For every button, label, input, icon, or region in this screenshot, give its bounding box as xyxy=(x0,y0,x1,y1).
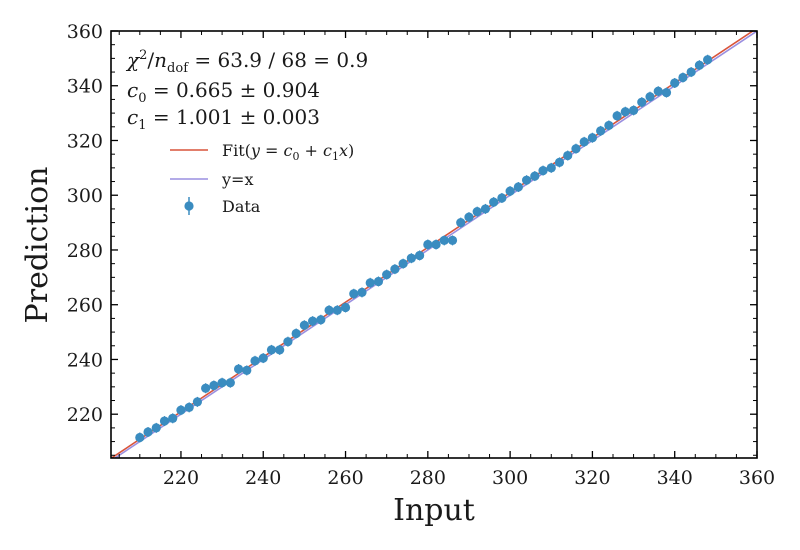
data-point xyxy=(464,212,474,222)
x-tick-label: 280 xyxy=(410,467,446,489)
data-point xyxy=(439,235,449,245)
data-point xyxy=(217,378,227,388)
data-point xyxy=(357,287,367,298)
y-tick-label: 220 xyxy=(67,404,103,426)
data-point xyxy=(390,264,400,274)
data-point xyxy=(373,276,384,287)
y-tick-label: 320 xyxy=(67,130,103,152)
legend-data-marker xyxy=(184,201,194,211)
data-point xyxy=(151,423,161,433)
data-point xyxy=(497,193,507,203)
data-point xyxy=(291,328,301,339)
data-point xyxy=(184,402,194,412)
data-point xyxy=(225,378,235,388)
data-point xyxy=(447,235,458,245)
plot-frame xyxy=(110,30,758,459)
data-point xyxy=(472,207,482,217)
data-point xyxy=(431,239,441,250)
data-point xyxy=(604,120,614,131)
data-point xyxy=(414,250,425,261)
legend-data-label: Data xyxy=(222,197,261,216)
data-point xyxy=(694,60,704,70)
data-point xyxy=(242,365,252,376)
data-point xyxy=(382,270,392,280)
data-point xyxy=(505,186,515,196)
data-point xyxy=(316,315,326,325)
data-point xyxy=(530,171,540,181)
y-tick-label: 240 xyxy=(67,349,103,371)
legend-fit-label: Fit(y = c0 + c1x) xyxy=(222,141,354,163)
x-axis-title: Input xyxy=(393,493,475,528)
data-point xyxy=(678,72,688,83)
data-point xyxy=(645,92,655,102)
data-point xyxy=(299,320,309,330)
data-point xyxy=(670,78,680,88)
data-point xyxy=(620,107,630,117)
data-point xyxy=(201,383,211,393)
data-point xyxy=(628,105,639,115)
data-point xyxy=(406,253,416,263)
data-point xyxy=(250,356,260,366)
data-point xyxy=(596,126,606,136)
data-point xyxy=(324,305,334,315)
stat-c1: c1 = 1.001 ± 0.003 xyxy=(127,105,320,133)
data-point xyxy=(686,67,696,77)
data-point xyxy=(653,86,663,96)
data-point xyxy=(135,432,145,443)
y-tick-label: 340 xyxy=(67,76,103,98)
x-tick-label: 240 xyxy=(245,467,281,489)
data-point xyxy=(275,345,285,355)
data-point xyxy=(332,305,342,315)
data-point xyxy=(579,137,589,147)
x-tick-label: 300 xyxy=(492,467,528,489)
stat-chi2: χ2/ndof = 63.9 / 68 = 0.9 xyxy=(125,48,368,76)
y-tick-label: 260 xyxy=(67,295,103,317)
data-point xyxy=(423,239,433,250)
data-point xyxy=(159,416,170,426)
data-point xyxy=(192,397,203,407)
y-tick-label: 280 xyxy=(67,240,103,262)
data-point xyxy=(521,175,532,185)
data-point xyxy=(563,150,573,161)
data-point xyxy=(266,345,277,355)
data-point xyxy=(480,204,491,214)
data-point xyxy=(233,364,244,374)
data-point xyxy=(637,97,647,107)
legend: Fit(y = c0 + c1x) y=x Data xyxy=(170,141,354,216)
data-point xyxy=(456,218,466,228)
stat-c0: c0 = 0.665 ± 0.904 xyxy=(127,78,320,106)
data-point xyxy=(398,259,408,269)
data-point xyxy=(209,380,219,391)
data-point xyxy=(340,302,351,313)
x-tick-label: 320 xyxy=(574,467,610,489)
data-point xyxy=(546,163,556,173)
data-point xyxy=(176,405,186,415)
data-point xyxy=(513,182,523,192)
legend-identity-label: y=x xyxy=(221,170,253,189)
x-tick-label: 340 xyxy=(657,467,693,489)
x-tick-label: 360 xyxy=(739,467,775,489)
data-point xyxy=(661,87,672,98)
data-point xyxy=(538,165,548,176)
data-point xyxy=(308,316,318,326)
data-point xyxy=(349,289,359,299)
data-point xyxy=(571,144,581,154)
y-tick-label: 360 xyxy=(67,21,103,43)
data-point xyxy=(554,157,565,167)
data-point xyxy=(365,278,375,288)
x-tick-label: 220 xyxy=(163,467,199,489)
x-tick-label: 260 xyxy=(327,467,363,489)
data-point xyxy=(703,55,713,65)
data-point xyxy=(587,133,598,143)
y-tick-label: 300 xyxy=(67,185,103,207)
data-point xyxy=(612,111,622,121)
data-point xyxy=(283,337,293,347)
data-point xyxy=(489,197,499,207)
data-point xyxy=(143,427,153,437)
y-axis-title: Prediction xyxy=(20,167,55,324)
data-point xyxy=(258,353,268,363)
data-point xyxy=(168,413,178,423)
